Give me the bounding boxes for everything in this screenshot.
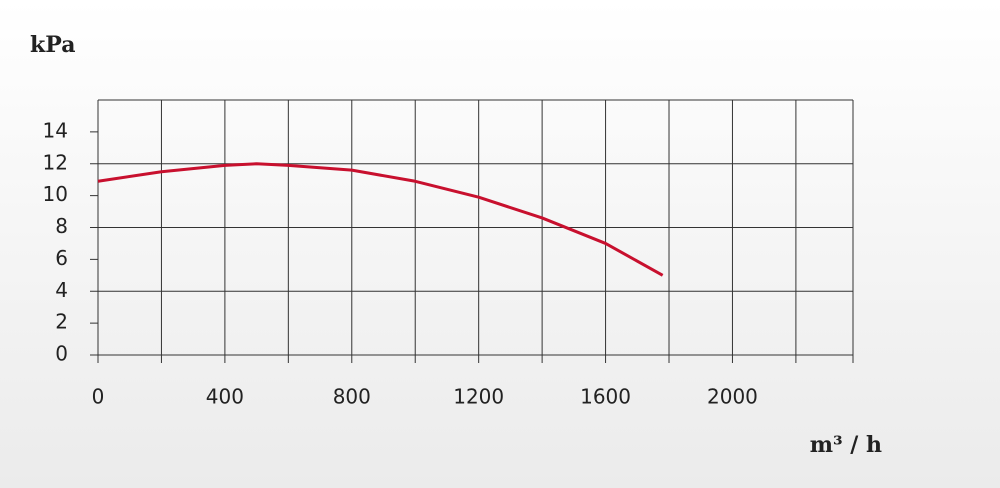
y-tick-label: 8	[55, 214, 68, 238]
y-axis-label: kPa	[30, 32, 75, 58]
y-tick-label: 4	[55, 278, 68, 302]
y-tick-label: 6	[55, 246, 68, 270]
y-tick-label: 14	[43, 118, 68, 142]
y-tick-label: 2	[55, 310, 68, 334]
x-tick-label: 2000	[707, 385, 758, 409]
x-tick-label: 400	[206, 385, 244, 409]
x-axis-label: m³ / h	[810, 432, 882, 458]
y-tick-label: 0	[55, 342, 68, 366]
x-tick-label: 1600	[580, 385, 631, 409]
curve	[97, 162, 664, 277]
x-tick-label: 1200	[453, 385, 504, 409]
y-tick-label: 10	[43, 182, 68, 206]
x-tick-label: 800	[333, 385, 371, 409]
x-tick-label: 0	[92, 385, 105, 409]
y-tick-label: 12	[43, 150, 68, 174]
